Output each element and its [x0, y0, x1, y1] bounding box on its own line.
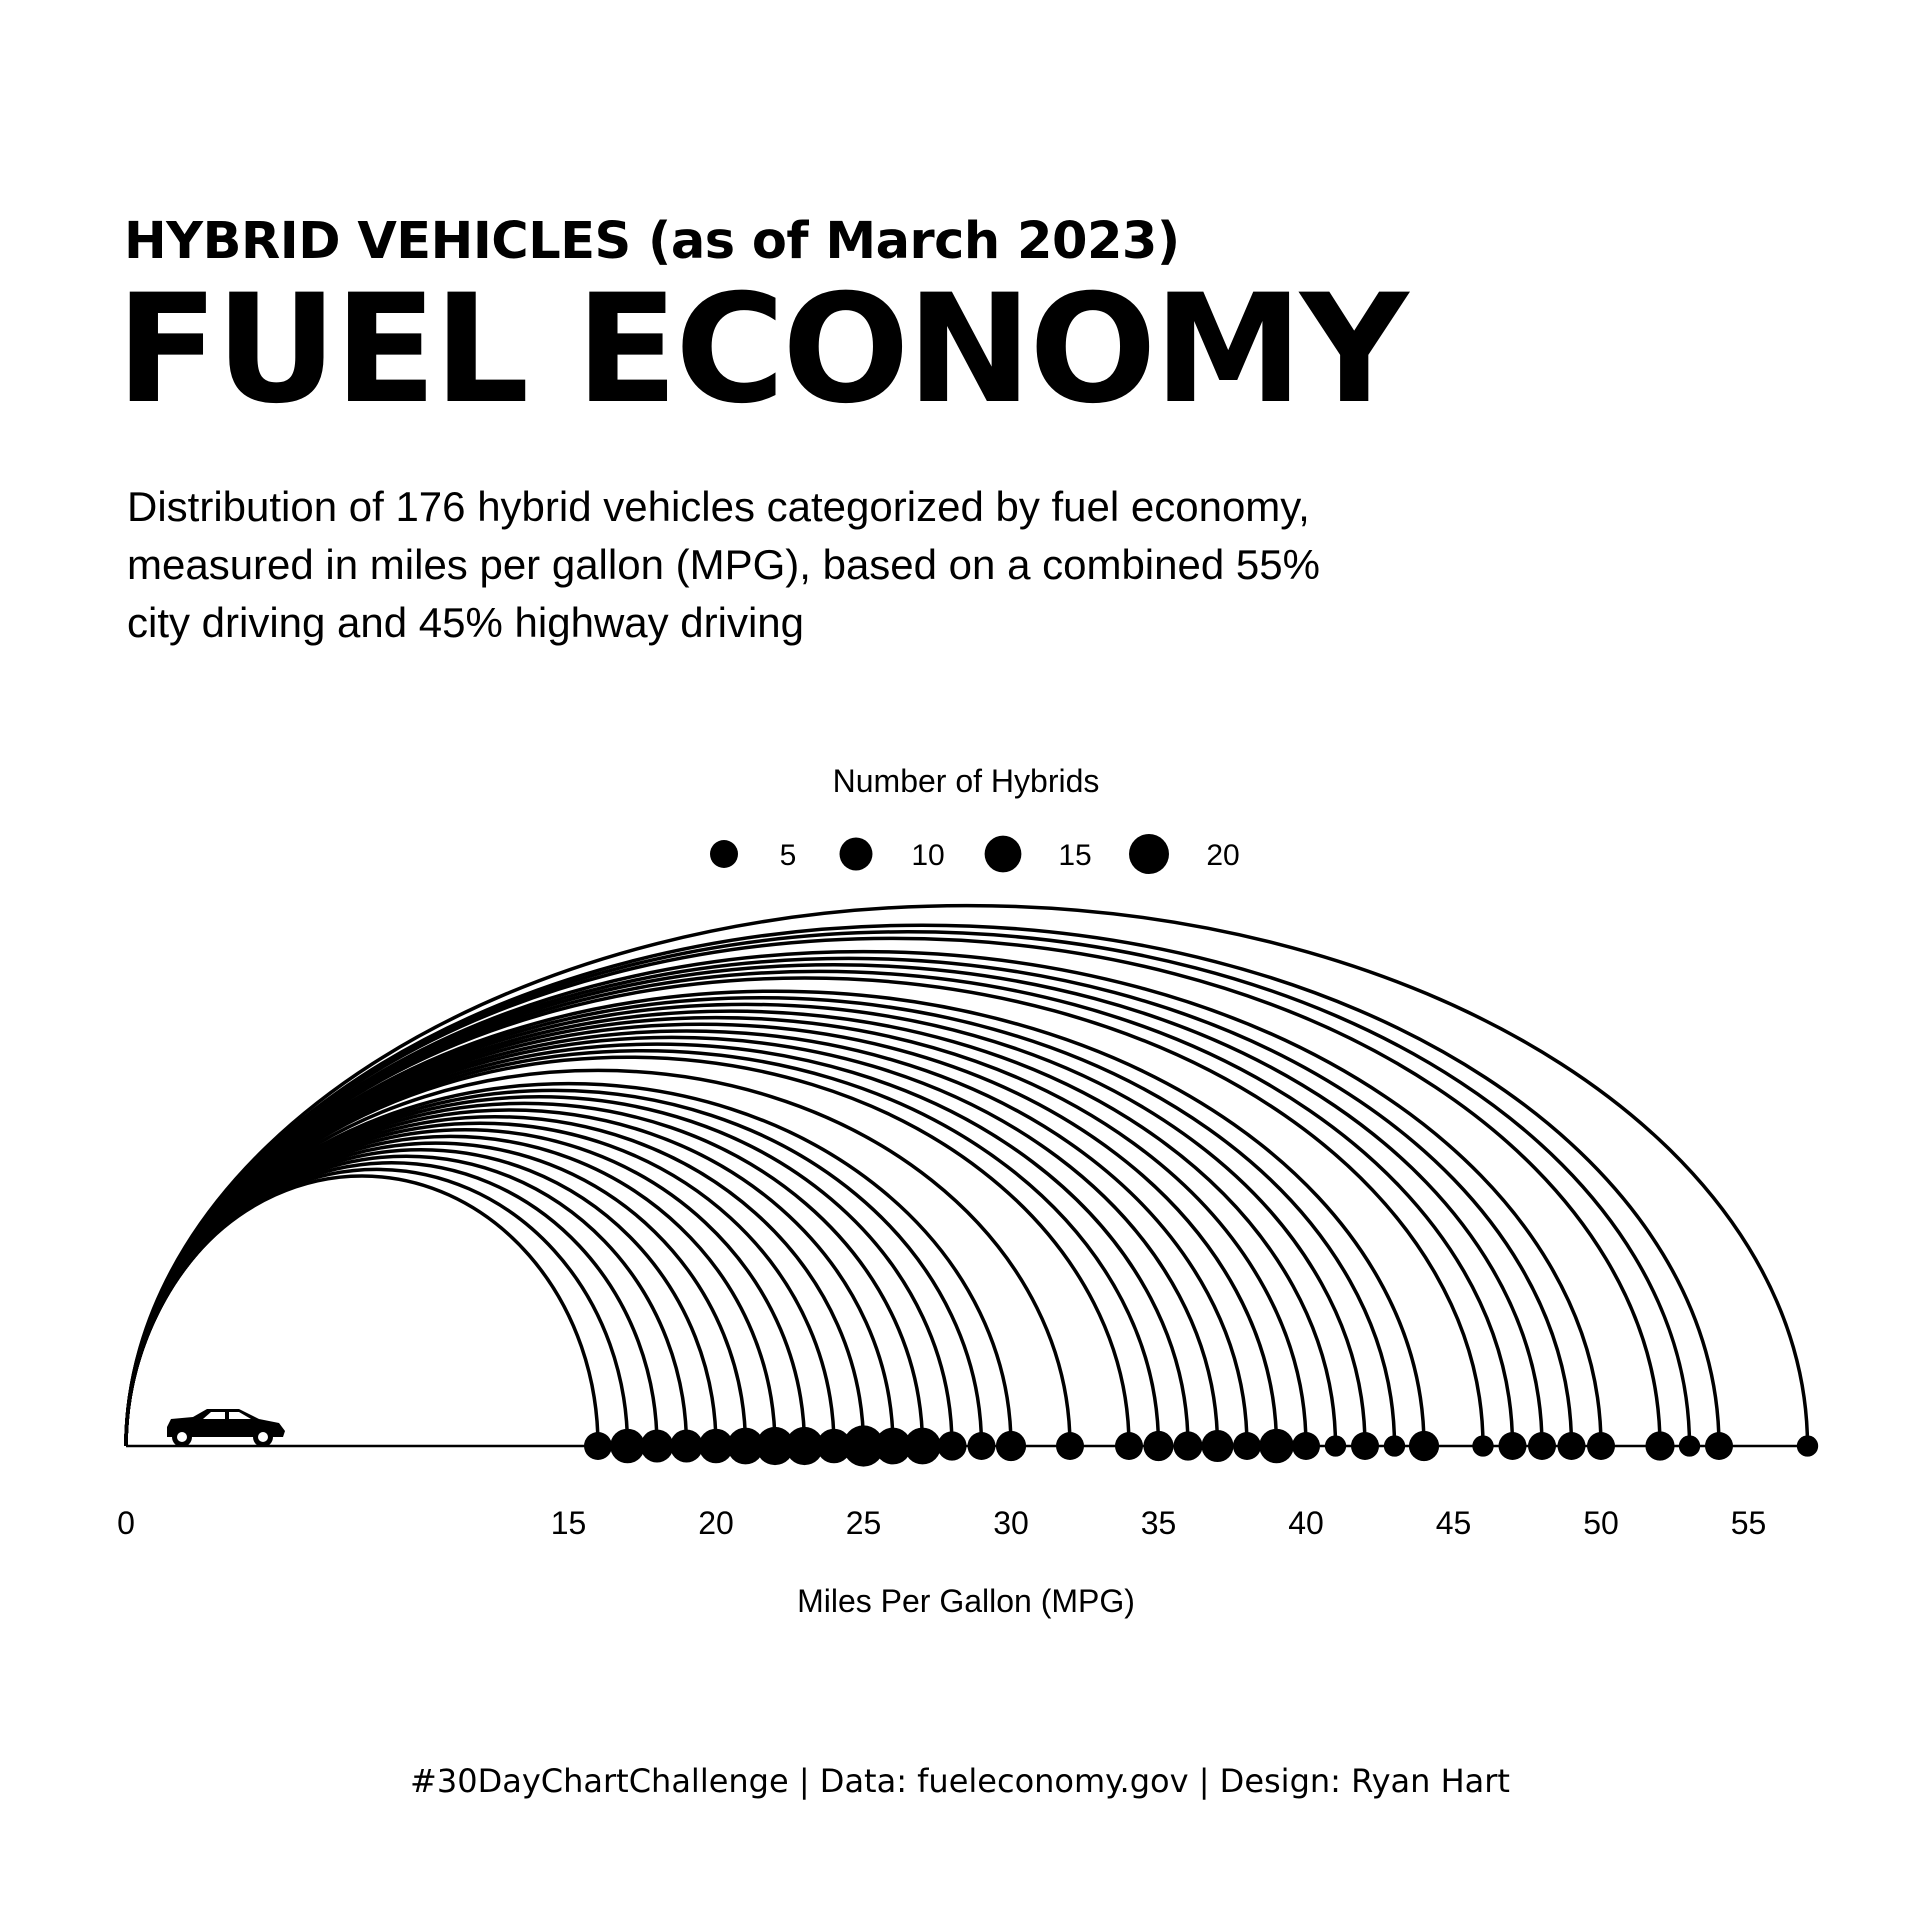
dot-mpg-54: [1705, 1432, 1733, 1460]
dot-mpg-27: [904, 1427, 941, 1465]
x-tick-label-35: 35: [1141, 1505, 1177, 1541]
arc-mpg-16: [124, 1174, 600, 1447]
legend-dot-20: [1129, 834, 1169, 874]
dot-mpg-50: [1587, 1432, 1615, 1460]
arc-mpg-30: [124, 1081, 1013, 1447]
dot-mpg-36: [1173, 1431, 1203, 1461]
dot-mpg-26: [874, 1427, 912, 1465]
x-tick-label-25: 25: [846, 1505, 882, 1541]
dot-mpg-44: [1408, 1430, 1440, 1462]
arc-mpg-54: [124, 923, 1721, 1447]
dot-mpg-28: [937, 1431, 967, 1461]
dot-mpg-38: [1233, 1432, 1261, 1460]
description-line-1: Distribution of 176 hybrid vehicles cate…: [127, 483, 1310, 530]
arc-mpg-49: [124, 956, 1574, 1447]
dot-mpg-48: [1528, 1432, 1556, 1460]
dot-mpg-24: [816, 1428, 852, 1464]
description-line-2: measured in miles per gallon (MPG), base…: [127, 541, 1320, 588]
description-line-3: city driving and 45% highway driving: [127, 599, 805, 646]
x-axis-label: Miles Per Gallon (MPG): [797, 1583, 1135, 1619]
arcs-layer: [124, 903, 1810, 1447]
dot-mpg-16: [584, 1432, 612, 1460]
caption: #30DayChartChallenge | Data: fueleconomy…: [410, 1762, 1510, 1800]
dot-mpg-29: [967, 1432, 996, 1460]
x-axis-ticks: 0 15 20 25 30 35 40 45 50 55: [117, 1505, 1766, 1541]
x-tick-label-30: 30: [993, 1505, 1029, 1541]
dot-mpg-41: [1324, 1435, 1347, 1457]
arc-mpg-20: [124, 1147, 718, 1447]
dot-mpg-19: [670, 1429, 703, 1463]
dot-mpg-17: [610, 1428, 645, 1464]
dot-mpg-52: [1645, 1431, 1675, 1461]
arc-mpg-36: [124, 1042, 1190, 1447]
dot-mpg-47: [1498, 1432, 1527, 1460]
dot-mpg-42: [1351, 1432, 1379, 1460]
dot-mpg-46: [1472, 1435, 1494, 1457]
x-tick-label-45: 45: [1436, 1505, 1472, 1541]
x-tick-label-15: 15: [551, 1505, 587, 1541]
dot-mpg-23: [785, 1426, 824, 1466]
arc-mpg-57: [124, 903, 1810, 1447]
dot-mpg-39: [1259, 1428, 1294, 1464]
legend-label-5: 5: [780, 839, 797, 872]
x-tick-label-20: 20: [698, 1505, 734, 1541]
car-icon: [167, 1409, 285, 1447]
dots-layer: [584, 1425, 1819, 1467]
x-tick-label-50: 50: [1583, 1505, 1619, 1541]
legend-label-10: 10: [911, 839, 944, 872]
legend-dot-10: [839, 837, 873, 871]
arc-mpg-43: [124, 996, 1397, 1447]
legend-dot-5: [710, 840, 738, 868]
dot-mpg-25: [842, 1425, 885, 1467]
size-legend: Number of Hybrids 5 10 15 20: [710, 763, 1240, 874]
arc-mpg-18: [124, 1161, 659, 1447]
dot-mpg-20: [698, 1428, 734, 1464]
dot-mpg-35: [1143, 1430, 1174, 1462]
dot-mpg-43: [1383, 1435, 1406, 1457]
dot-mpg-34: [1115, 1432, 1143, 1460]
arc-mpg-29: [124, 1088, 984, 1447]
chart-title: FUEL ECONOMY: [116, 263, 1409, 437]
dot-mpg-18: [640, 1429, 674, 1463]
arc-mpg-52: [124, 936, 1662, 1447]
arc-mpg-23: [124, 1128, 807, 1447]
dot-mpg-21: [727, 1427, 764, 1465]
legend-title: Number of Hybrids: [833, 763, 1100, 799]
legend-dot-15: [984, 835, 1022, 873]
arc-mpg-38: [124, 1029, 1249, 1447]
dot-mpg-57: [1796, 1435, 1819, 1457]
legend-label-20: 20: [1206, 839, 1239, 872]
legend-label-15: 15: [1058, 839, 1091, 872]
chart-description: Distribution of 176 hybrid vehicles cate…: [127, 478, 1547, 652]
dot-mpg-40: [1292, 1432, 1320, 1460]
dot-mpg-37: [1201, 1429, 1234, 1463]
chart-supertitle: HYBRID VEHICLES (as of March 2023): [124, 212, 1180, 271]
dot-mpg-22: [755, 1426, 795, 1466]
x-tick-label-0: 0: [117, 1505, 135, 1541]
arc-mpg-32: [124, 1068, 1072, 1447]
x-tick-label-55: 55: [1731, 1505, 1767, 1541]
dot-mpg-30: [995, 1430, 1027, 1462]
dot-mpg-53: [1678, 1435, 1701, 1457]
dot-mpg-32: [1056, 1432, 1084, 1460]
x-tick-label-40: 40: [1288, 1505, 1324, 1541]
arc-mpg-17: [124, 1167, 630, 1447]
arc-mpg-44: [124, 989, 1426, 1447]
dot-mpg-49: [1557, 1432, 1586, 1460]
arc-mpg-19: [124, 1154, 689, 1447]
